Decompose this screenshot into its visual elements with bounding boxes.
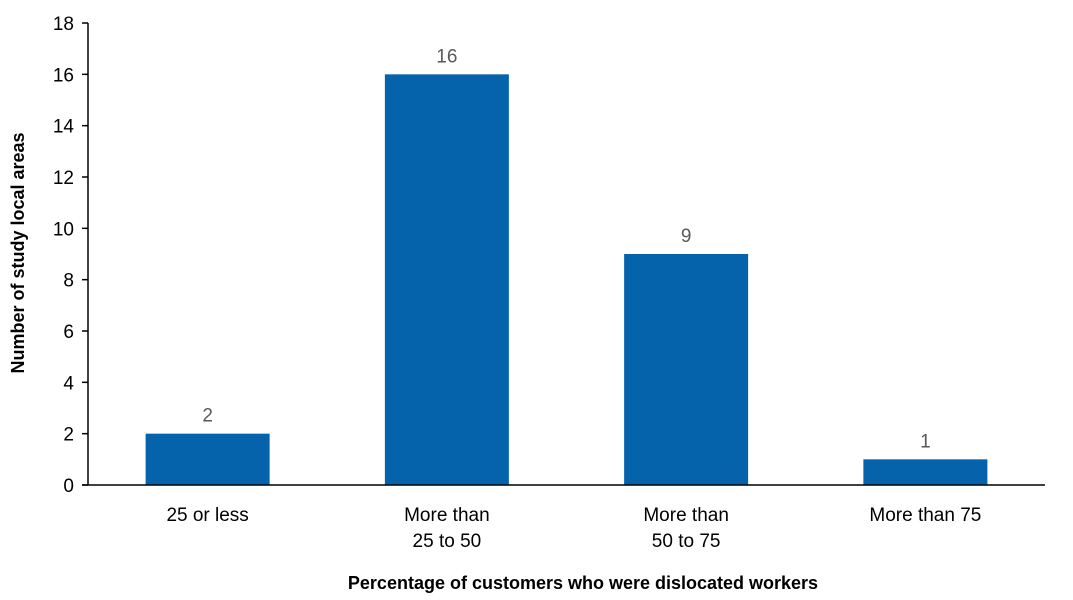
y-tick-label: 14 [53, 117, 75, 138]
x-tick-label-line: 25 or less [166, 505, 248, 526]
x-tick-label-line: More than [643, 505, 729, 526]
y-tick-label: 2 [63, 425, 74, 446]
x-axis-title: Percentage of customers who were disloca… [348, 573, 818, 593]
bar [384, 74, 509, 485]
y-tick-label: 16 [53, 65, 74, 86]
y-tick-label: 12 [53, 168, 74, 189]
bar-data-label: 2 [202, 406, 213, 427]
y-axis-ticks: 0 2 4 6 8 10 12 14 16 18 [53, 14, 88, 497]
bars [145, 74, 988, 485]
bar-data-label: 16 [436, 46, 457, 67]
x-tick-label-line: More than [404, 505, 490, 526]
x-tick-label-line: 25 to 50 [413, 531, 482, 552]
x-tick-label: More than 75 [869, 505, 981, 526]
y-tick-label: 10 [53, 219, 74, 240]
bar [145, 433, 270, 485]
y-tick-label: 0 [63, 476, 74, 497]
x-tick-label-line: 50 to 75 [652, 531, 721, 552]
y-tick-label: 18 [53, 14, 74, 35]
y-tick-label: 4 [63, 373, 74, 394]
y-tick-label: 6 [63, 322, 74, 343]
bar-data-label: 9 [681, 226, 692, 247]
bar-data-label: 1 [920, 431, 931, 452]
x-tick-label: More than 50 to 75 [643, 505, 729, 552]
bar [624, 254, 749, 485]
x-axis-tick-labels: 25 or less More than 25 to 50 More than 50 t… [166, 505, 981, 552]
x-tick-label-line: More than 75 [869, 505, 981, 526]
data-labels: 2 16 9 1 [202, 46, 930, 452]
y-tick-label: 8 [63, 271, 74, 292]
bar [863, 459, 988, 485]
x-tick-label: More than 25 to 50 [404, 505, 490, 552]
x-tick-label: 25 or less [166, 505, 248, 526]
y-axis-title: Number of study local areas [8, 132, 28, 373]
